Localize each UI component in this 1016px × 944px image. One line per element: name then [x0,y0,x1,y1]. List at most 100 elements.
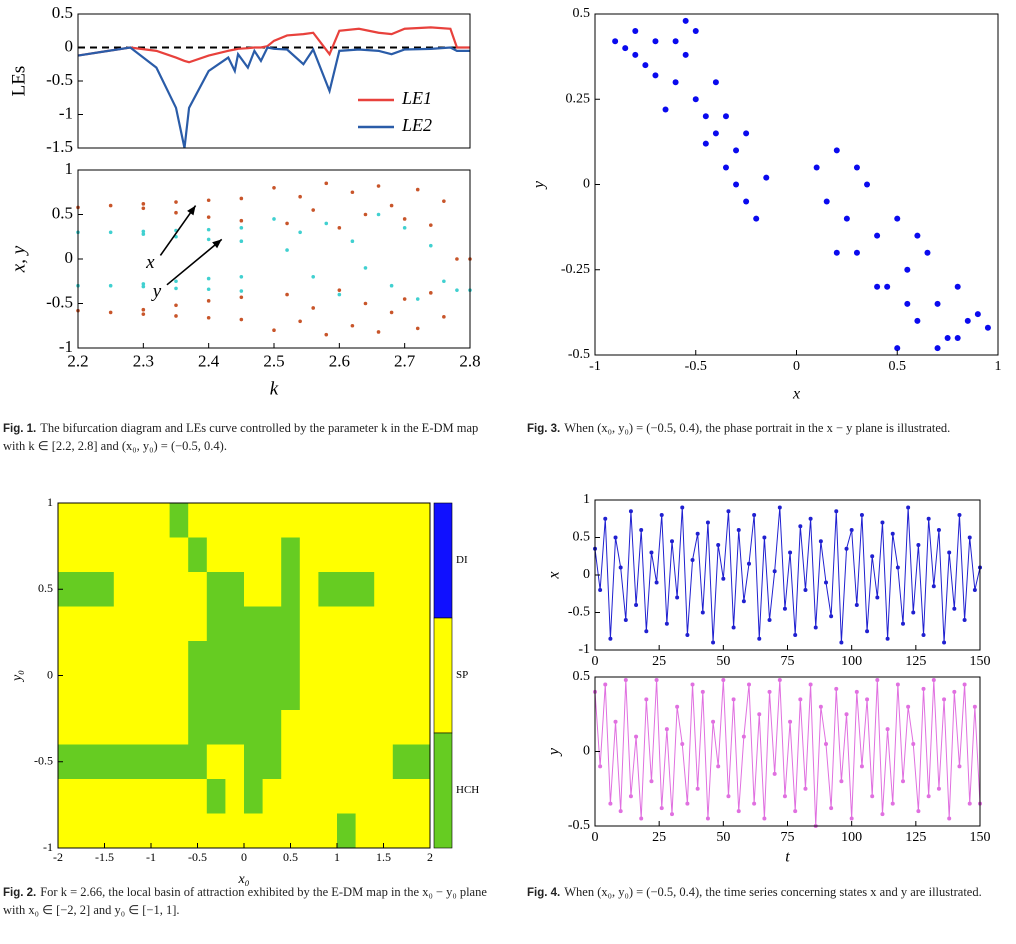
point [376,184,381,188]
point [914,317,921,324]
point [984,324,991,331]
basin-cell [299,744,319,780]
point [415,187,420,192]
marker [793,633,798,637]
point [363,266,368,270]
point [402,226,407,230]
basin-cell [262,641,282,676]
basin-cell [262,779,282,814]
point [298,194,302,199]
basin-cell [58,675,78,711]
basin-cell [244,813,264,849]
basin-cell [337,537,357,573]
marker [798,697,803,702]
basin-cell [58,537,78,573]
basin-cell [281,537,301,573]
point [174,303,178,308]
basin-cell [151,813,171,849]
basin-cell [337,606,357,642]
basin-cell [392,779,412,814]
point [141,202,146,206]
point [415,326,420,331]
basin-cell [169,710,189,745]
basin-cell [244,675,264,711]
series-line [594,679,981,827]
point [904,300,911,307]
point [285,248,289,252]
marker [598,588,603,592]
x-tick-label: 0 [592,830,599,845]
marker [700,610,705,615]
marker [865,697,870,702]
basin-cell [318,606,338,642]
marker [957,513,962,517]
x-tick-label: -0.5 [188,850,207,864]
point [298,230,302,235]
basin-cell [95,675,115,711]
marker [608,636,613,641]
basin-cell [206,675,226,711]
basin-cell [337,572,357,607]
basin-cell [299,537,319,573]
point [833,249,840,256]
marker [834,509,839,514]
marker [972,588,977,592]
basin-cell [355,813,375,849]
basin-cell [392,503,412,538]
caption-text: For k = 2.66, the local basin of attract… [3,885,487,917]
x-tick-label: 1 [995,359,1002,374]
marker [957,764,962,769]
point [429,243,433,248]
point [415,297,420,301]
y-tick-label: -1 [59,337,73,356]
point [672,79,679,86]
basin-cell [318,641,338,676]
point [206,237,211,242]
marker [716,543,721,547]
x-tick-label: 2.2 [67,351,88,370]
basin-cell [337,675,357,711]
point [843,215,850,222]
basin-cell [132,606,152,642]
point [632,28,639,35]
caption-text: The bifurcation diagram and LEs curve co… [3,421,479,453]
basin-cell [169,675,189,711]
marker [972,704,977,709]
basin-cell [151,503,171,538]
basin-cell [374,606,394,642]
basin-cell [132,641,152,676]
point [722,113,729,120]
point [934,345,941,352]
point [350,239,355,243]
marker [603,682,608,687]
point [833,147,840,154]
basin-cell [355,710,375,745]
point [206,215,211,219]
marker [747,682,751,687]
colorbar-segment [433,502,453,619]
marker [916,543,921,547]
basin-cell [95,744,115,780]
basin-cell [188,641,208,676]
x-tick-label: 2.3 [133,351,154,370]
marker [865,629,870,634]
basin-cell [225,606,245,642]
marker [747,561,751,566]
point [141,232,146,236]
colorbar-label: SP [456,669,468,681]
caption: Fig. 1. The bifurcation diagram and LEs c… [3,420,491,455]
basin-cell [95,779,115,814]
x-tick-label: 125 [905,654,926,669]
basin-cell [76,744,96,780]
point [712,79,719,86]
annotation-arrow [159,205,197,256]
basin-cell [244,572,264,607]
basin-cell [132,572,152,607]
x-tick-label: 0 [241,850,247,864]
basin-cell [355,572,375,607]
marker [736,528,741,532]
marker [767,689,772,694]
x-tick-label: 75 [781,654,795,669]
marker [911,610,916,615]
x-axis-label: t [785,849,790,866]
